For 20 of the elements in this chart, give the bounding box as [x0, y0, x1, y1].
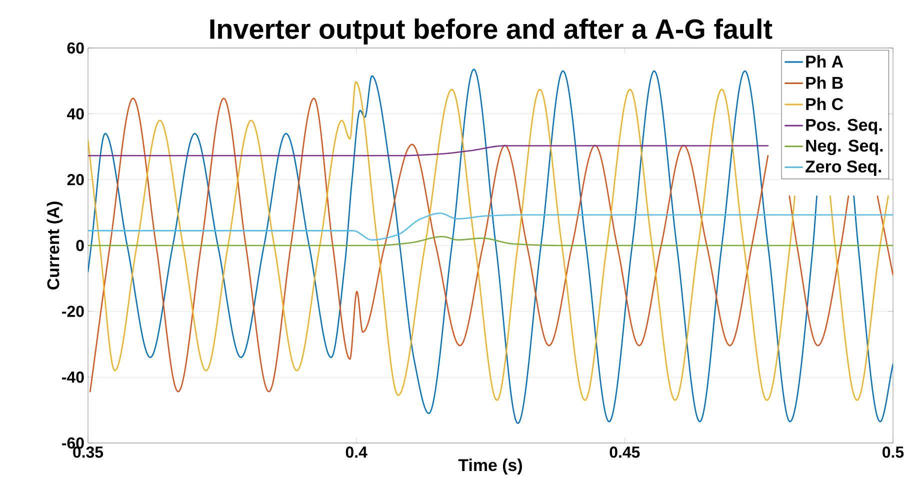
legend-label: Ph C: [806, 98, 844, 110]
legend-label: Ph B: [806, 76, 843, 89]
x-tick-label: 0.45: [610, 446, 640, 458]
x-tick-label: 0.4: [346, 446, 368, 458]
y-tick-label: -60: [62, 437, 84, 449]
x-tick-label: 0.35: [73, 446, 104, 458]
legend-label: Zero Seq.: [806, 160, 882, 176]
legend-label: Pos. Seq.: [806, 118, 882, 134]
y-tick-label: -20: [62, 306, 84, 317]
y-tick-label: 60: [67, 42, 84, 54]
y-tick-label: 20: [67, 174, 84, 186]
chart-title: Inverter output before and after a A-G fault: [210, 18, 772, 44]
x-axis-title: Time (s): [458, 458, 522, 474]
legend-label: Ph A: [806, 55, 844, 68]
y-axis-title: Current (A): [46, 202, 63, 290]
y-tick-label: -40: [62, 372, 84, 383]
x-tick-label: 0.5: [882, 446, 904, 458]
y-tick-label: 0: [76, 240, 84, 252]
y-tick-label: 40: [66, 108, 84, 120]
legend-label: Neg. Seq.: [806, 140, 883, 156]
